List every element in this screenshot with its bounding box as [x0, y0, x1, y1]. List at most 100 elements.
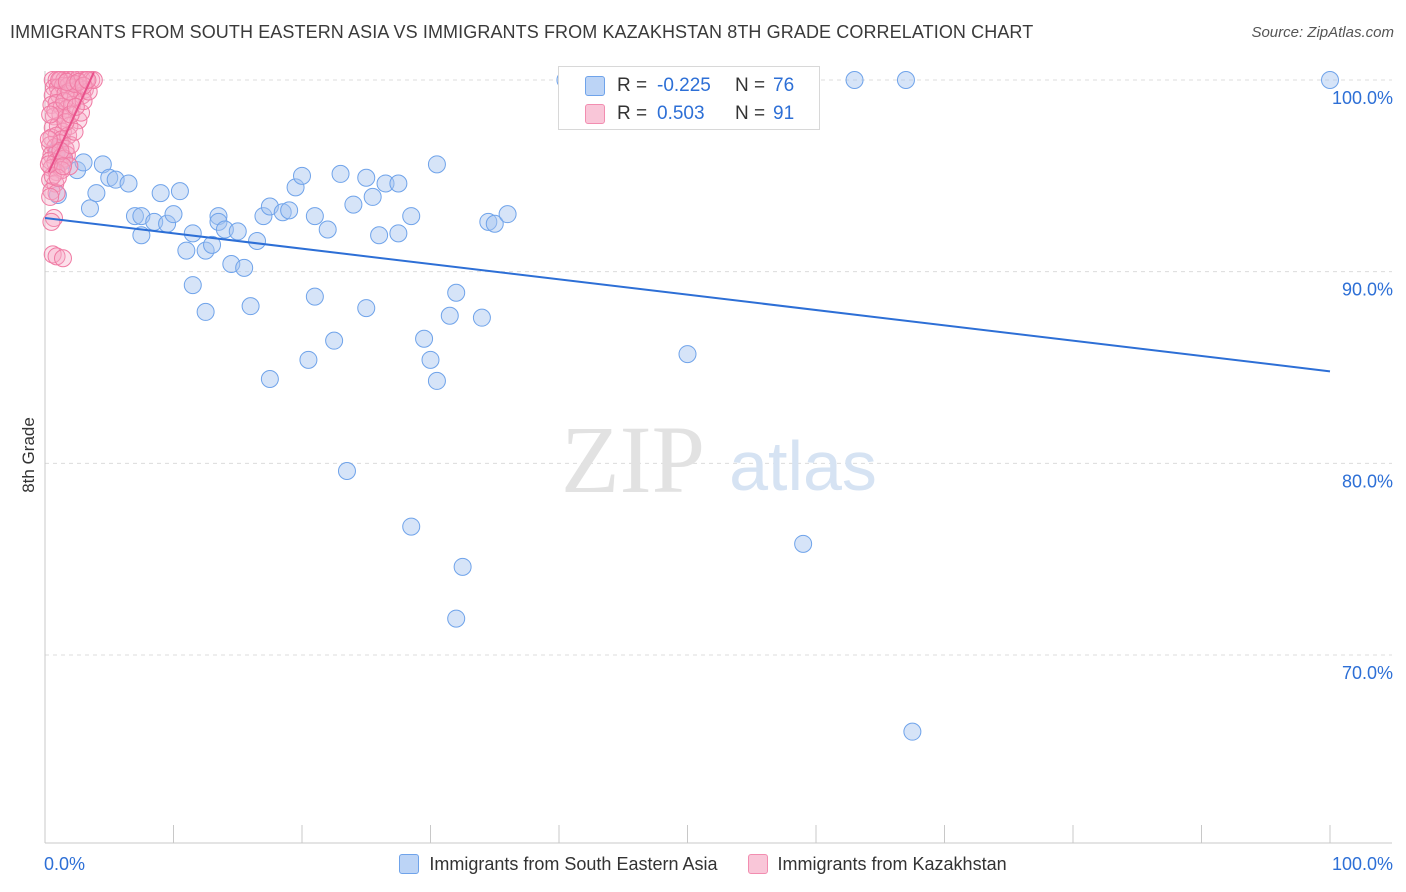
data-point-south-eastern-asia	[203, 235, 222, 254]
data-point-kazakhstan	[53, 157, 72, 176]
data-point-kazakhstan	[41, 105, 60, 124]
data-point-south-eastern-asia	[248, 232, 267, 250]
data-point-south-eastern-asia	[293, 166, 311, 185]
legend-label: Immigrants from Kazakhstan	[777, 853, 1007, 874]
data-point-south-eastern-asia	[447, 609, 466, 628]
data-point-kazakhstan	[39, 130, 58, 149]
watermark-zip: ZIP	[561, 406, 705, 513]
n-value: 91	[773, 103, 795, 124]
data-point-south-eastern-asia	[896, 71, 915, 89]
x-tick-label: 0.0%	[44, 854, 85, 874]
data-point-south-eastern-asia	[325, 331, 344, 350]
x-tick-label: 100.0%	[1332, 854, 1393, 874]
data-point-south-eastern-asia	[415, 329, 434, 348]
data-point-kazakhstan	[42, 212, 61, 231]
stats-row-south-eastern-asia: R = -0.225 N = 76	[559, 73, 794, 99]
data-point-south-eastern-asia	[427, 371, 446, 390]
r-label: R =	[617, 103, 648, 124]
y-tick-label: 80.0%	[1342, 471, 1393, 491]
data-point-south-eastern-asia	[177, 241, 196, 260]
data-point-south-eastern-asia	[87, 184, 106, 203]
data-point-south-eastern-asia	[74, 153, 93, 172]
y-tick-label: 90.0%	[1342, 280, 1393, 300]
legend-item-kazakhstan[interactable]: Immigrants from Kazakhstan	[747, 853, 1007, 875]
axes: 0.0% 100.0%	[44, 71, 1393, 874]
y-tick-label: 100.0%	[1332, 88, 1393, 108]
data-point-south-eastern-asia	[100, 168, 119, 187]
data-point-south-eastern-asia	[164, 205, 183, 224]
data-point-south-eastern-asia	[498, 205, 517, 224]
data-point-south-eastern-asia	[472, 308, 491, 327]
data-point-south-eastern-asia	[389, 224, 408, 243]
data-point-south-eastern-asia	[170, 182, 189, 201]
source-label: Source: ZipAtlas.com	[1251, 24, 1394, 41]
data-point-south-eastern-asia	[280, 201, 299, 220]
data-point-south-eastern-asia	[125, 207, 144, 226]
legend-item-south-eastern-asia[interactable]: Immigrants from South Eastern Asia	[399, 853, 718, 875]
data-point-south-eastern-asia	[678, 345, 697, 364]
watermark: ZIP atlas	[561, 406, 877, 513]
data-point-south-eastern-asia	[845, 71, 864, 89]
data-point-kazakhstan	[41, 187, 60, 206]
data-point-south-eastern-asia	[337, 462, 356, 480]
data-point-south-eastern-asia	[80, 199, 99, 218]
data-point-south-eastern-asia	[318, 220, 337, 239]
legend-swatch-kazakhstan	[747, 854, 768, 874]
data-point-south-eastern-asia	[370, 226, 389, 245]
chart-legend: Immigrants from South Eastern Asia Immig…	[0, 850, 1406, 878]
trend-line-south-eastern-asia	[44, 217, 1331, 373]
data-point-south-eastern-asia	[402, 517, 421, 536]
data-point-south-eastern-asia	[119, 174, 138, 193]
data-point-south-eastern-asia	[357, 299, 376, 318]
data-point-south-eastern-asia	[363, 187, 382, 206]
data-point-kazakhstan	[50, 71, 69, 89]
y-axis-label: 8th Grade	[19, 417, 38, 493]
data-point-south-eastern-asia	[254, 207, 273, 226]
data-point-south-eastern-asia	[183, 224, 202, 243]
data-point-kazakhstan	[61, 136, 80, 155]
data-point-south-eastern-asia	[794, 534, 813, 553]
n-label: N =	[735, 75, 766, 96]
stats-row-kazakhstan: R = 0.503 N = 91	[559, 101, 794, 127]
data-point-south-eastern-asia	[376, 174, 395, 193]
data-point-south-eastern-asia	[440, 306, 459, 325]
stats-swatch-south-eastern-asia	[585, 76, 605, 96]
r-value: -0.225	[657, 75, 711, 96]
data-point-kazakhstan	[47, 247, 66, 266]
data-point-south-eastern-asia	[357, 168, 376, 187]
chart-title: IMMIGRANTS FROM SOUTH EASTERN ASIA VS IM…	[10, 22, 1034, 42]
r-label: R =	[617, 75, 648, 96]
data-point-south-eastern-asia	[299, 350, 318, 369]
grid-lines: 100.0% 90.0% 80.0% 70.0%	[45, 79, 1393, 683]
data-point-south-eastern-asia	[209, 212, 228, 231]
data-point-kazakhstan	[48, 168, 67, 187]
data-point-south-eastern-asia	[196, 302, 215, 321]
trend-lines	[44, 71, 1331, 373]
legend-label: Immigrants from South Eastern Asia	[429, 853, 718, 874]
r-value: 0.503	[657, 103, 705, 124]
data-point-south-eastern-asia	[1321, 71, 1339, 89]
data-point-kazakhstan	[53, 249, 72, 268]
data-point-south-eastern-asia	[273, 203, 292, 222]
y-tick-label: 70.0%	[1342, 663, 1393, 683]
stats-swatch-kazakhstan	[585, 104, 605, 124]
n-label: N =	[735, 103, 766, 124]
data-point-south-eastern-asia	[421, 350, 440, 369]
data-point-south-eastern-asia	[402, 207, 421, 226]
data-point-south-eastern-asia	[331, 164, 350, 183]
stats-legend-box: R = -0.225 N = 76 R = 0.503 N = 91	[558, 66, 820, 130]
data-point-south-eastern-asia	[427, 155, 446, 174]
data-point-south-eastern-asia	[903, 722, 922, 741]
trend-line-kazakhstan	[47, 71, 95, 173]
data-point-south-eastern-asia	[453, 557, 472, 576]
data-point-south-eastern-asia	[447, 283, 466, 302]
data-point-south-eastern-asia	[286, 178, 305, 197]
data-point-kazakhstan	[84, 71, 103, 89]
data-point-south-eastern-asia	[344, 195, 363, 214]
data-point-south-eastern-asia	[228, 222, 247, 241]
data-point-south-eastern-asia	[241, 297, 260, 316]
data-point-south-eastern-asia	[235, 258, 254, 277]
data-point-south-eastern-asia	[260, 370, 279, 388]
data-point-south-eastern-asia	[305, 287, 324, 306]
